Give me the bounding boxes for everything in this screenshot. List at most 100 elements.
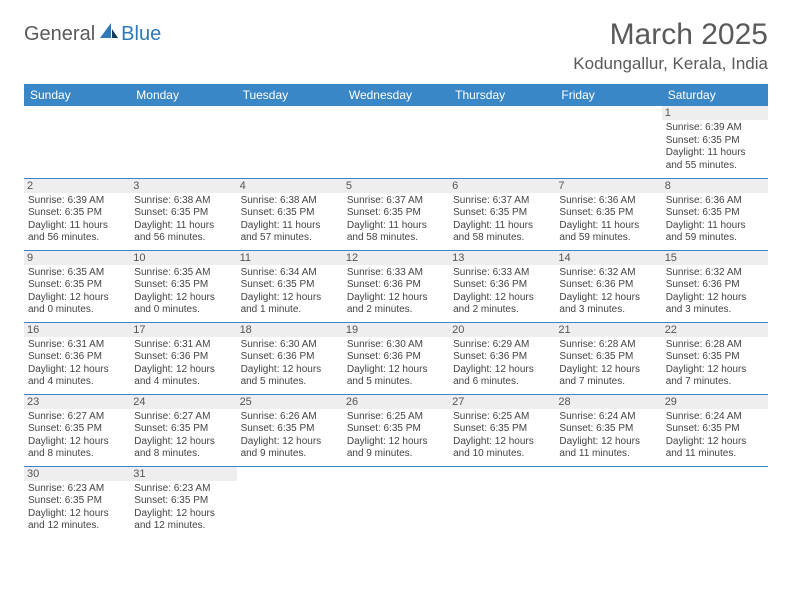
- calendar-cell: 25Sunrise: 6:26 AMSunset: 6:35 PMDayligh…: [237, 394, 343, 466]
- day-detail-line: Sunrise: 6:35 AM: [134, 267, 232, 280]
- day-detail-line: Sunrise: 6:27 AM: [28, 411, 126, 424]
- calendar-cell: 31Sunrise: 6:23 AMSunset: 6:35 PMDayligh…: [130, 466, 236, 538]
- calendar-cell: [130, 106, 236, 178]
- calendar-row: 2Sunrise: 6:39 AMSunset: 6:35 PMDaylight…: [24, 178, 768, 250]
- day-number: 8: [662, 179, 768, 193]
- calendar-cell: 3Sunrise: 6:38 AMSunset: 6:35 PMDaylight…: [130, 178, 236, 250]
- day-detail-line: Sunset: 6:35 PM: [134, 495, 232, 508]
- day-detail-line: and 8 minutes.: [134, 448, 232, 461]
- logo-sail-icon: [99, 22, 119, 46]
- day-number: 14: [555, 251, 661, 265]
- calendar-cell: [449, 466, 555, 538]
- day-detail-line: Daylight: 11 hours: [134, 220, 232, 233]
- day-number: 21: [555, 323, 661, 337]
- calendar-cell: [555, 466, 661, 538]
- day-number: 6: [449, 179, 555, 193]
- day-detail-line: and 2 minutes.: [347, 304, 445, 317]
- day-detail-line: and 10 minutes.: [453, 448, 551, 461]
- day-detail-line: Sunrise: 6:32 AM: [559, 267, 657, 280]
- day-detail-line: Daylight: 12 hours: [134, 292, 232, 305]
- calendar-cell: 12Sunrise: 6:33 AMSunset: 6:36 PMDayligh…: [343, 250, 449, 322]
- calendar-cell: 9Sunrise: 6:35 AMSunset: 6:35 PMDaylight…: [24, 250, 130, 322]
- day-detail-line: Sunset: 6:35 PM: [28, 423, 126, 436]
- day-detail-line: Sunset: 6:35 PM: [134, 207, 232, 220]
- day-number: 5: [343, 179, 449, 193]
- calendar-cell: 5 Sunrise: 6:37 AMSunset: 6:35 PMDaylight…: [343, 178, 449, 250]
- day-detail-line: and 5 minutes.: [241, 376, 339, 389]
- day-details: Sunrise: 6:37 AMSunset: 6:35 PMDaylight:…: [347, 195, 445, 245]
- day-detail-line: and 11 minutes.: [666, 448, 764, 461]
- calendar-cell: [555, 106, 661, 178]
- day-detail-line: Sunrise: 6:27 AM: [134, 411, 232, 424]
- day-detail-line: Daylight: 11 hours: [666, 147, 764, 160]
- day-detail-line: Daylight: 12 hours: [559, 292, 657, 305]
- calendar-cell: 23Sunrise: 6:27 AMSunset: 6:35 PMDayligh…: [24, 394, 130, 466]
- day-detail-line: Sunrise: 6:35 AM: [28, 267, 126, 280]
- day-details: Sunrise: 6:32 AMSunset: 6:36 PMDaylight:…: [666, 267, 764, 317]
- day-details: Sunrise: 6:30 AMSunset: 6:36 PMDaylight:…: [347, 339, 445, 389]
- day-detail-line: Daylight: 12 hours: [347, 292, 445, 305]
- day-number: 28: [555, 395, 661, 409]
- calendar-cell: 7Sunrise: 6:36 AMSunset: 6:35 PMDaylight…: [555, 178, 661, 250]
- day-details: Sunrise: 6:38 AMSunset: 6:35 PMDaylight:…: [241, 195, 339, 245]
- day-details: Sunrise: 6:27 AMSunset: 6:35 PMDaylight:…: [134, 411, 232, 461]
- day-detail-line: Sunset: 6:35 PM: [559, 423, 657, 436]
- day-number: 11: [237, 251, 343, 265]
- weekday-header: Sunday: [24, 84, 130, 106]
- day-detail-line: Daylight: 11 hours: [453, 220, 551, 233]
- calendar-table: Sunday Monday Tuesday Wednesday Thursday…: [24, 84, 768, 538]
- day-detail-line: and 8 minutes.: [28, 448, 126, 461]
- day-number: 7: [555, 179, 661, 193]
- day-detail-line: Sunset: 6:36 PM: [453, 351, 551, 364]
- calendar-row: 16Sunrise: 6:31 AMSunset: 6:36 PMDayligh…: [24, 322, 768, 394]
- day-detail-line: Sunrise: 6:37 AM: [347, 195, 445, 208]
- calendar-cell: 10Sunrise: 6:35 AMSunset: 6:35 PMDayligh…: [130, 250, 236, 322]
- calendar-cell: 11Sunrise: 6:34 AMSunset: 6:35 PMDayligh…: [237, 250, 343, 322]
- day-detail-line: Sunrise: 6:34 AM: [241, 267, 339, 280]
- day-detail-line: Daylight: 12 hours: [134, 508, 232, 521]
- day-detail-line: Daylight: 12 hours: [347, 364, 445, 377]
- day-number: 19: [343, 323, 449, 337]
- calendar-cell: 16Sunrise: 6:31 AMSunset: 6:36 PMDayligh…: [24, 322, 130, 394]
- calendar-cell: 18Sunrise: 6:30 AMSunset: 6:36 PMDayligh…: [237, 322, 343, 394]
- day-details: Sunrise: 6:38 AMSunset: 6:35 PMDaylight:…: [134, 195, 232, 245]
- location-subtitle: Kodungallur, Kerala, India: [573, 54, 768, 74]
- calendar-cell: 14Sunrise: 6:32 AMSunset: 6:36 PMDayligh…: [555, 250, 661, 322]
- day-detail-line: Daylight: 12 hours: [666, 436, 764, 449]
- day-detail-line: Sunrise: 6:38 AM: [134, 195, 232, 208]
- calendar-cell: 27Sunrise: 6:25 AMSunset: 6:35 PMDayligh…: [449, 394, 555, 466]
- day-number: 13: [449, 251, 555, 265]
- day-detail-line: and 11 minutes.: [559, 448, 657, 461]
- day-detail-line: Sunrise: 6:39 AM: [28, 195, 126, 208]
- weekday-header: Thursday: [449, 84, 555, 106]
- day-number: 26: [343, 395, 449, 409]
- day-detail-line: Daylight: 12 hours: [347, 436, 445, 449]
- weekday-header-row: Sunday Monday Tuesday Wednesday Thursday…: [24, 84, 768, 106]
- day-details: Sunrise: 6:25 AMSunset: 6:35 PMDaylight:…: [347, 411, 445, 461]
- day-detail-line: Sunrise: 6:33 AM: [453, 267, 551, 280]
- day-details: Sunrise: 6:33 AMSunset: 6:36 PMDaylight:…: [453, 267, 551, 317]
- day-detail-line: Daylight: 12 hours: [134, 436, 232, 449]
- day-detail-line: Sunset: 6:36 PM: [347, 279, 445, 292]
- day-detail-line: Daylight: 12 hours: [666, 292, 764, 305]
- calendar-cell: 28Sunrise: 6:24 AMSunset: 6:35 PMDayligh…: [555, 394, 661, 466]
- day-details: Sunrise: 6:29 AMSunset: 6:36 PMDaylight:…: [453, 339, 551, 389]
- calendar-cell: [343, 466, 449, 538]
- calendar-cell: 19 Sunrise: 6:30 AMSunset: 6:36 PMDayligh…: [343, 322, 449, 394]
- day-detail-line: Sunrise: 6:25 AM: [347, 411, 445, 424]
- day-detail-line: Daylight: 11 hours: [28, 220, 126, 233]
- day-detail-line: Sunrise: 6:24 AM: [666, 411, 764, 424]
- calendar-cell: 17Sunrise: 6:31 AMSunset: 6:36 PMDayligh…: [130, 322, 236, 394]
- day-number: 20: [449, 323, 555, 337]
- day-details: Sunrise: 6:25 AMSunset: 6:35 PMDaylight:…: [453, 411, 551, 461]
- day-detail-line: Sunrise: 6:32 AM: [666, 267, 764, 280]
- day-detail-line: Sunset: 6:36 PM: [347, 351, 445, 364]
- weekday-header: Friday: [555, 84, 661, 106]
- day-detail-line: Daylight: 12 hours: [28, 364, 126, 377]
- day-detail-line: Sunrise: 6:36 AM: [559, 195, 657, 208]
- day-detail-line: Sunset: 6:35 PM: [28, 207, 126, 220]
- calendar-cell: 4Sunrise: 6:38 AMSunset: 6:35 PMDaylight…: [237, 178, 343, 250]
- day-detail-line: Daylight: 12 hours: [453, 364, 551, 377]
- day-detail-line: Sunrise: 6:28 AM: [559, 339, 657, 352]
- day-details: Sunrise: 6:23 AMSunset: 6:35 PMDaylight:…: [134, 483, 232, 533]
